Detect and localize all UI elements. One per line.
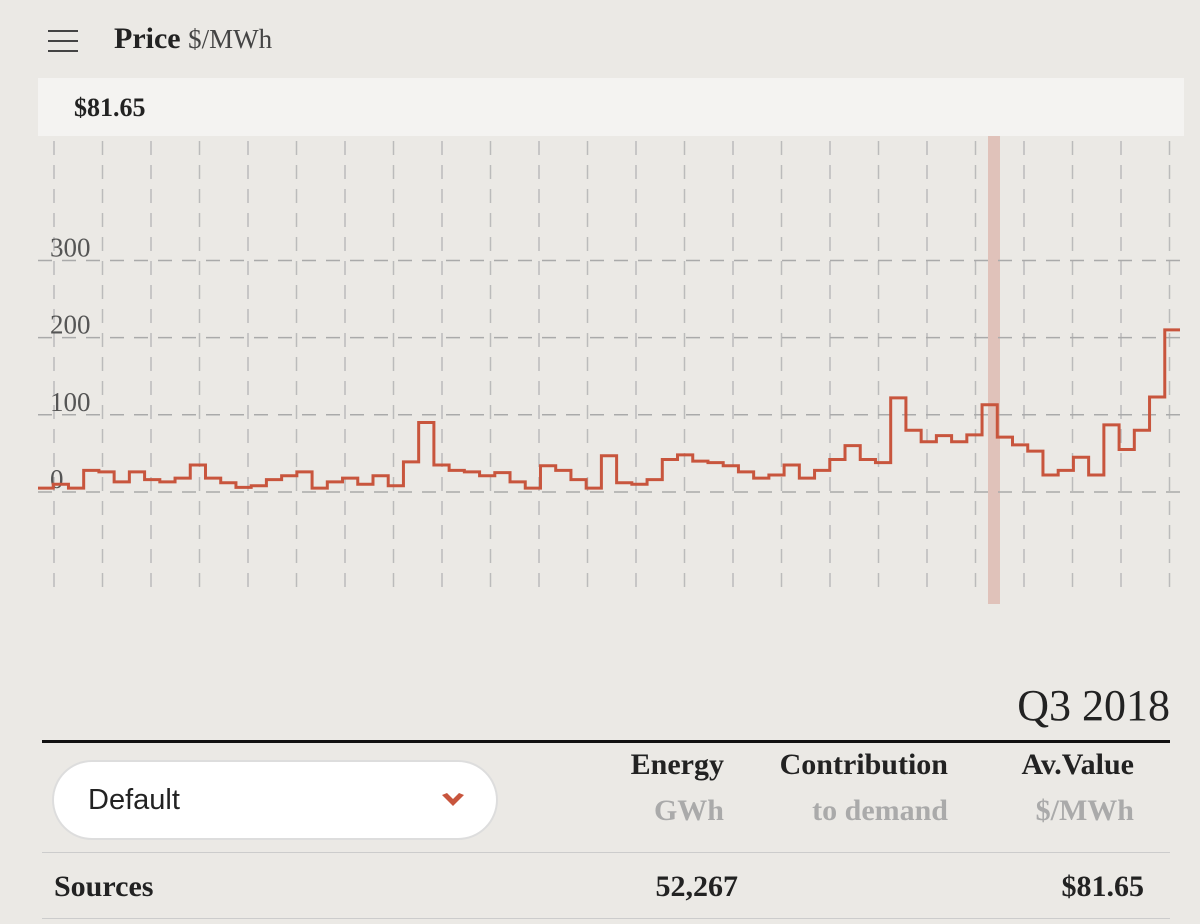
row-divider [42, 918, 1170, 919]
y-tick-label: 200 [50, 310, 91, 340]
unit: $/MWh [188, 24, 273, 54]
period: Q3 2018 [1017, 681, 1170, 730]
y-tick-label: 100 [50, 387, 91, 417]
row-divider [42, 852, 1170, 853]
divider [42, 740, 1170, 743]
menu-button[interactable] [48, 28, 78, 52]
column-unit: $/MWh [1035, 794, 1134, 827]
y-tick-label: 300 [50, 232, 91, 262]
energy-value: 52,267 [655, 870, 739, 903]
row-label: Sources [54, 870, 154, 903]
price-line [38, 328, 1180, 490]
av-value: $81.65 [1061, 870, 1145, 903]
tooltip-bar: $81.65 [38, 78, 1184, 136]
column-title: Energy [630, 748, 724, 781]
column-unit: GWh [653, 794, 724, 827]
dropdown[interactable]: Default [54, 762, 496, 838]
header: Price $/MWh [114, 22, 272, 56]
column-unit: to demand [812, 794, 948, 827]
dropdown-icon [442, 793, 464, 806]
dropdown-label: Default [88, 784, 180, 816]
tooltip-value: $81.65 [74, 93, 146, 122]
hover-band [988, 136, 1000, 604]
column-title: Contribution [779, 748, 948, 781]
column-title: Av.Value [1021, 748, 1134, 781]
title: Price [114, 22, 181, 55]
